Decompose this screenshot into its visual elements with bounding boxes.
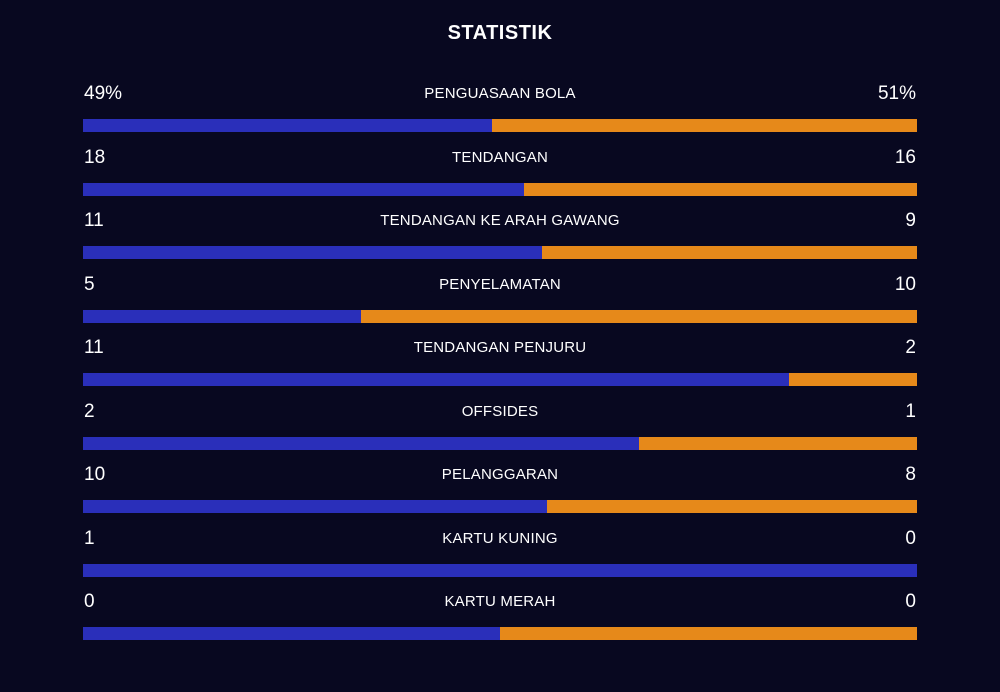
stat-row-penyelamatan: 5 PENYELAMATAN 10 [83, 272, 917, 336]
stat-header: 2 OFFSIDES 1 [83, 399, 917, 424]
stat-label: TENDANGAN PENJURU [413, 339, 587, 356]
stat-row-kartu-kuning: 1 KARTU KUNING 0 [83, 526, 917, 590]
home-value: 18 [84, 146, 106, 168]
comparison-bar [83, 119, 917, 132]
away-value: 0 [905, 591, 916, 612]
home-bar-segment [83, 246, 542, 259]
away-value: 16 [894, 146, 916, 168]
stat-list: 49% PENGUASAAN BOLA 51% 18 TENDANGAN 16 [83, 81, 917, 653]
home-bar-segment [83, 436, 639, 450]
stat-header: 10 PELANGGARAN 8 [83, 462, 917, 487]
away-bar-segment [639, 436, 917, 450]
stat-header: 5 PENYELAMATAN 10 [83, 272, 917, 297]
home-bar-segment [83, 500, 547, 513]
comparison-bar [83, 309, 917, 323]
stat-header: 49% PENGUASAAN BOLA 51% [83, 81, 917, 106]
stat-row-pelanggaran: 10 PELANGGARAN 8 [83, 462, 917, 526]
comparison-bar [83, 373, 917, 386]
away-bar-segment [547, 500, 917, 513]
away-bar-segment [500, 627, 917, 640]
comparison-bar [83, 246, 917, 259]
panel-title: STATISTIK [447, 22, 553, 44]
away-bar-segment [542, 246, 917, 259]
home-value: 49% [84, 83, 123, 104]
stat-row-offsides: 2 OFFSIDES 1 [83, 399, 917, 463]
stat-label: OFFSIDES [461, 402, 539, 420]
home-value: 10 [84, 464, 106, 485]
stat-label: KARTU MERAH [444, 593, 556, 610]
comparison-bar [83, 436, 917, 450]
home-bar-segment [83, 182, 524, 196]
home-bar-segment [83, 119, 492, 132]
stat-label: PELANGGARAN [441, 466, 559, 483]
stat-label: KARTU KUNING [442, 529, 558, 547]
away-value: 1 [905, 400, 916, 422]
stat-label: PENGUASAAN BOLA [424, 85, 576, 102]
away-bar-segment [524, 182, 917, 196]
away-value: 8 [905, 464, 916, 485]
stat-row-penguasaan-bola: 49% PENGUASAAN BOLA 51% [83, 81, 917, 145]
stat-row-tendangan-penjuru: 11 TENDANGAN PENJURU 2 [83, 335, 917, 399]
stat-label: TENDANGAN [452, 148, 548, 166]
home-value: 11 [84, 210, 104, 231]
home-value: 5 [84, 273, 95, 295]
comparison-bar [83, 182, 917, 196]
away-bar-segment [361, 309, 917, 323]
home-value: 11 [84, 337, 104, 358]
stat-header: 11 TENDANGAN PENJURU 2 [83, 335, 917, 360]
home-bar-segment [83, 309, 361, 323]
stat-label: TENDANGAN KE ARAH GAWANG [380, 212, 620, 229]
away-value: 2 [905, 337, 916, 358]
away-value: 10 [894, 273, 916, 295]
stat-header: 1 KARTU KUNING 0 [83, 526, 917, 551]
home-value: 0 [84, 591, 95, 612]
stat-label: PENYELAMATAN [439, 275, 561, 293]
comparison-bar [83, 627, 917, 640]
stat-header: 18 TENDANGAN 16 [83, 145, 917, 170]
comparison-bar [83, 563, 917, 577]
away-value: 9 [905, 210, 916, 231]
away-bar-segment [789, 373, 917, 386]
away-bar-segment [492, 119, 917, 132]
home-value: 2 [84, 400, 95, 422]
stat-header: 0 KARTU MERAH 0 [83, 589, 917, 614]
home-bar-segment [83, 563, 917, 577]
home-value: 1 [84, 527, 95, 549]
comparison-bar [83, 500, 917, 513]
away-value: 51% [877, 83, 916, 104]
home-bar-segment [83, 627, 500, 640]
stat-row-kartu-merah: 0 KARTU MERAH 0 [83, 589, 917, 653]
home-bar-segment [83, 373, 789, 386]
away-value: 0 [905, 527, 916, 549]
stat-row-tendangan: 18 TENDANGAN 16 [83, 145, 917, 209]
stat-header: 11 TENDANGAN KE ARAH GAWANG 9 [83, 208, 917, 233]
stat-row-tendangan-ke-arah-gawang: 11 TENDANGAN KE ARAH GAWANG 9 [83, 208, 917, 272]
